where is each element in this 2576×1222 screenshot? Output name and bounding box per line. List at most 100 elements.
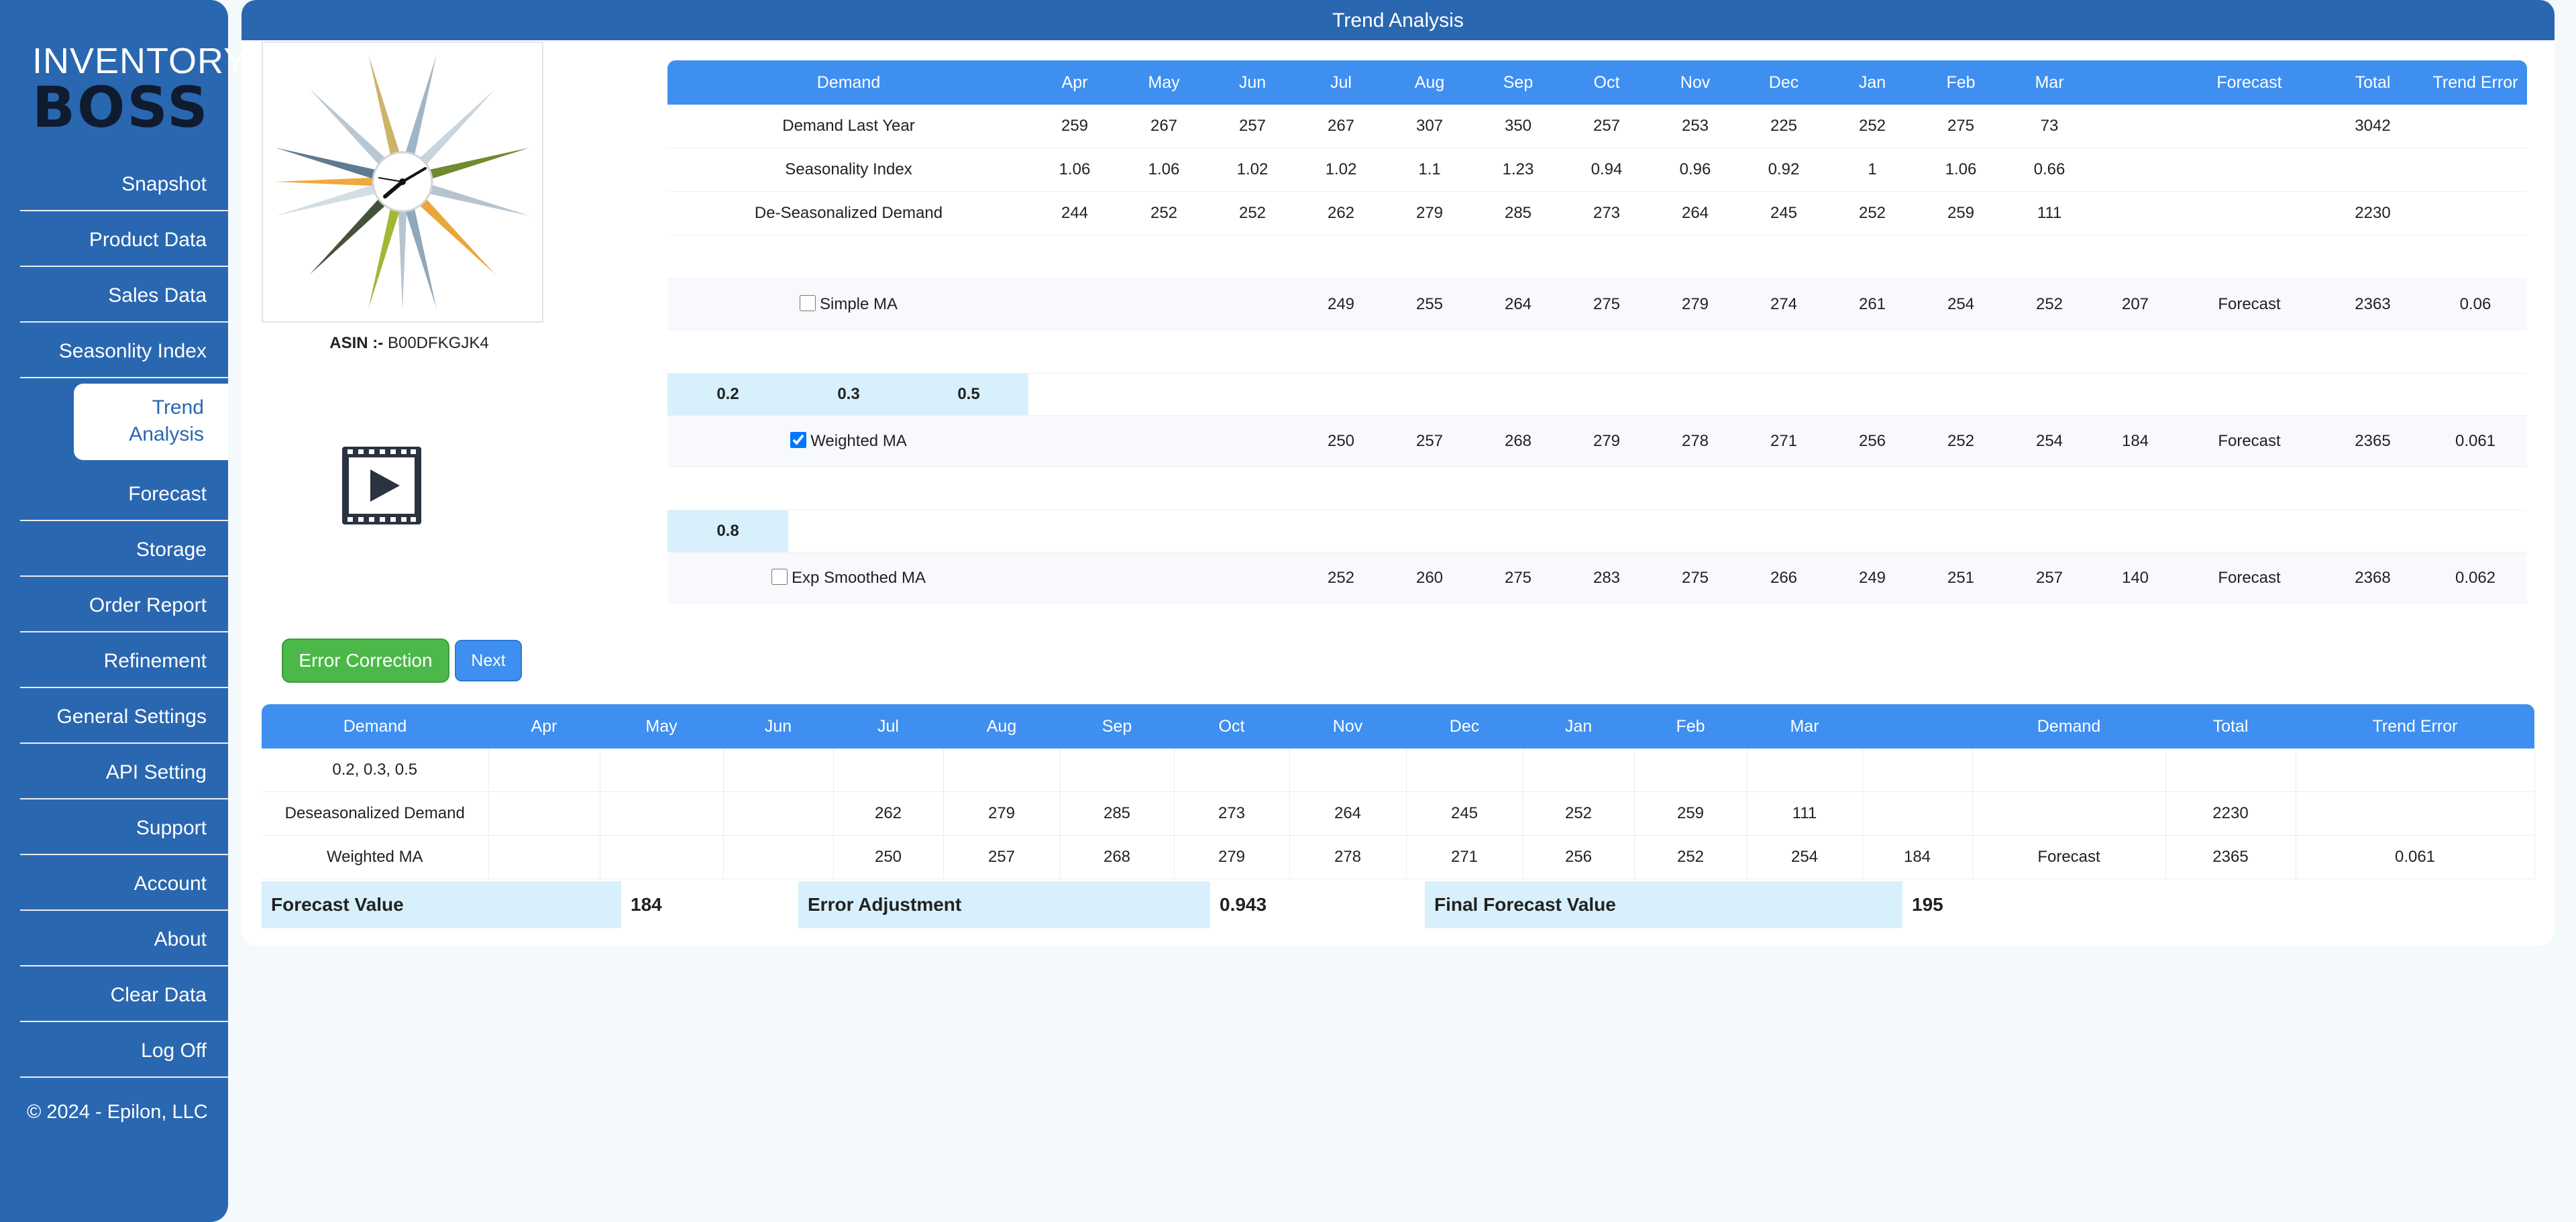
sidebar-item-clear-data[interactable]: Clear Data [20,966,228,1022]
column-header: Sep [1060,704,1174,748]
total-cell: 2368 [2322,552,2424,604]
table-cell: 271 [1406,835,1523,879]
sidebar-item-trend-analysis[interactable]: Trend Analysis [74,384,228,460]
table-cell: 273 [1174,791,1290,836]
alpha-input[interactable]: 0.8 [667,510,788,552]
sidebar-item-label: Product Data [89,229,207,251]
table-cell: 257 [2005,552,2094,604]
row-seasonality-index: Seasonality Index 1.06 1.06 1.02 1.02 1.… [667,148,2527,192]
sidebar-item-refinement[interactable]: Refinement [20,632,228,688]
column-header: May [1120,60,1208,105]
trend-error-cell: 0.06 [2424,278,2527,330]
table-cell: 111 [2005,191,2094,235]
table-cell [2177,191,2322,235]
table-cell: 259 [1634,791,1748,836]
column-header: Jan [1828,60,1917,105]
table-cell [1060,748,1175,792]
table-cell: 1.06 [1030,148,1120,192]
table-cell: 285 [1474,191,1562,235]
simple-ma-option[interactable]: Simple MA [799,294,898,313]
sidebar-item-api-setting[interactable]: API Setting [20,744,228,799]
sidebar-item-about[interactable]: About [20,911,228,966]
table-cell: 252 [1828,191,1917,235]
table-cell: 285 [1060,791,1175,836]
table-cell: 252 [1828,105,1917,148]
trend-analysis-table: Demand Apr May Jun Jul Aug Sep Oct Nov D… [667,60,2527,604]
final-forecast-value: 195 [1912,894,1943,915]
column-header: Aug [943,704,1060,748]
column-header: Demand [262,704,488,748]
table-cell: 275 [1917,105,2005,148]
table-cell: 261 [1828,278,1917,330]
sidebar-item-label: API Setting [105,761,207,783]
simple-ma-checkbox[interactable] [799,294,816,311]
total-cell: 2363 [2322,278,2424,330]
table-cell [1120,415,1208,467]
column-header: Oct [1562,60,1651,105]
table-cell: 256 [1828,415,1917,467]
brand-logo[interactable]: INVENTORY BOSS [32,42,248,135]
sidebar-item-product-data[interactable]: Product Data [20,211,228,267]
sidebar-item-support[interactable]: Support [20,799,228,855]
error-correction-button[interactable]: Error Correction [282,638,449,683]
table-cell: 271 [1739,415,1828,467]
sidebar-item-log-off[interactable]: Log Off [20,1022,228,1078]
asin-line: ASIN :- B00DFKGJK4 [268,334,550,353]
forecast-cell: Forecast [2177,278,2322,330]
table-cell [1289,748,1407,792]
sidebar-item-label: Support [136,817,207,839]
sidebar-item-sales-data[interactable]: Sales Data [20,267,228,323]
sidebar-item-account[interactable]: Account [20,855,228,911]
column-header: Jun [723,704,833,748]
weighted-ma-option[interactable]: Weighted MA [790,431,907,450]
weighted-ma-checkbox[interactable] [790,431,807,448]
table-cell [1297,373,2527,416]
table-cell: 268 [1474,415,1562,467]
main-panel: Trend Analysis ASIN :- B00DFKGJK4 [241,0,2555,946]
table-cell: 267 [1120,105,1208,148]
clock-spike [368,54,409,184]
weight-input-2[interactable]: 0.3 [837,385,860,403]
weight-input-3[interactable]: 0.5 [957,385,980,403]
sidebar-item-seasonality-index[interactable]: Seasonlity Index [20,323,228,378]
clock-spike [275,176,405,216]
table-cell: 279 [1385,191,1474,235]
table-header-row: Demand Apr May Jun Jul Aug Sep Oct Nov D… [262,704,2534,748]
table-cell [600,791,724,836]
sidebar-nav: Snapshot Product Data Sales Data Seasonl… [20,156,228,1078]
error-adjustment-value: 0.943 [1220,894,1267,915]
clock-spike [396,180,437,309]
spacer-row [667,329,2527,374]
sidebar-item-snapshot[interactable]: Snapshot [20,156,228,211]
column-header: Forecast [2177,60,2322,105]
table-cell [1208,552,1297,604]
exp-ma-checkbox[interactable] [771,568,788,585]
row-deseasonalized-demand: Deseasonalized Demand 262 279 285 273 26… [262,791,2535,836]
row-weights: 0.2 0.3 0.5 [667,373,2527,416]
table-cell [1120,552,1208,604]
table-cell: 350 [1474,105,1562,148]
column-header: Oct [1174,704,1289,748]
weight-input-1[interactable]: 0.2 [716,385,739,403]
sidebar-item-general-settings[interactable]: General Settings [20,688,228,744]
sidebar-item-order-report[interactable]: Order Report [20,577,228,632]
sidebar-item-forecast[interactable]: Forecast [20,465,228,521]
table-cell: 252 [2005,278,2094,330]
table-cell: 274 [1739,278,1828,330]
table-cell: 264 [1474,278,1562,330]
table-cell: 257 [1385,415,1474,467]
error-adjustment-label: Error Adjustment [798,881,1210,928]
table-cell [1747,748,1863,792]
table-cell: 279 [943,791,1061,836]
column-header: Aug [1385,60,1474,105]
video-play-icon[interactable] [341,445,423,526]
next-button[interactable]: Next [455,640,522,681]
column-header [2094,60,2177,105]
sidebar-item-storage[interactable]: Storage [20,521,228,577]
table-cell: 275 [1474,552,1562,604]
exp-ma-option[interactable]: Exp Smoothed MA [771,568,926,587]
table-cell: 1.1 [1385,148,1474,192]
table-cell: 278 [1651,415,1739,467]
table-cell: 249 [1297,278,1385,330]
table-cell: 255 [1385,278,1474,330]
